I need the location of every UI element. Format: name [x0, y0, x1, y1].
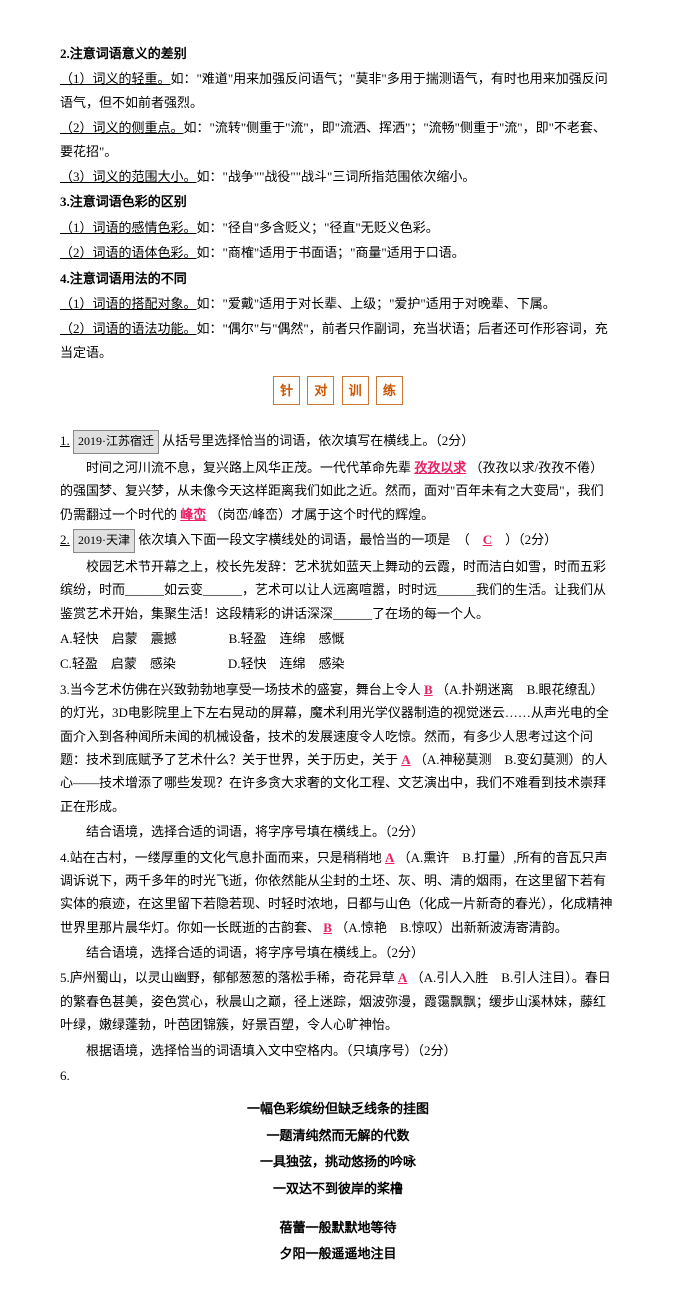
- question-5-tail: 根据语境，选择恰当的词语填入文中空格内。（只填序号）（2分）: [60, 1039, 616, 1062]
- box-char: 练: [376, 376, 403, 405]
- item-3-2: （2）词语的语体色彩。如："商榷"适用于书面语；"商量"适用于口语。: [60, 241, 616, 264]
- answer-blank: 孜孜以求: [414, 460, 466, 475]
- item-2-1: （1）词义的轻重。如："难道"用来加强反问语气；"莫非"多用于揣测语气，有时也用…: [60, 67, 616, 114]
- item-2-3: （3）词义的范围大小。如："战争""战役""战斗"三词所指范围依次缩小。: [60, 165, 616, 188]
- question-2-options-row2: C.轻盈 启蒙 感染 D.轻快 连绵 感染: [60, 652, 616, 675]
- answer-letter: C: [483, 532, 492, 547]
- answer-letter: A: [401, 752, 410, 767]
- answer-letter: B: [323, 920, 332, 935]
- answer-letter: A: [398, 970, 407, 985]
- question-2-options-row1: A.轻快 启蒙 震撼 B.轻盈 连绵 感慨: [60, 627, 616, 650]
- box-char: 训: [342, 376, 369, 405]
- question-4: 4.站在古村，一缕厚重的文化气息扑面而来，只是稍稍地 A （A.熏许 B.打量）…: [60, 846, 616, 940]
- poem-line: 一幅色彩缤纷但缺乏线条的挂图: [60, 1097, 616, 1120]
- item-4-1: （1）词语的搭配对象。如："爱戴"适用于对长辈、上级；"爱护"适用于对晚辈、下属…: [60, 292, 616, 315]
- item-4-2: （2）词语的语法功能。如："偶尔"与"偶然"，前者只作副词，充当状语；后者还可作…: [60, 317, 616, 364]
- poem-line: 一具独弦，挑动悠扬的吟咏: [60, 1150, 616, 1173]
- section-divider-box: 针 对 训 练: [60, 376, 616, 405]
- item-2-2: （2）词义的侧重点。如："流转"侧重于"流"，即"流洒、挥洒"；"流畅"侧重于"…: [60, 116, 616, 163]
- poem-line: 蓓蕾一般默默地等待: [60, 1216, 616, 1239]
- answer-letter: B: [424, 682, 433, 697]
- poem-block: 一幅色彩缤纷但缺乏线条的挂图 一题清纯然而无解的代数 一具独弦，挑动悠扬的吟咏 …: [60, 1097, 616, 1265]
- source-tag: 2019·天津: [73, 529, 135, 553]
- heading-2: 2.注意词语意义的差别: [60, 42, 616, 65]
- question-2-para: 校园艺术节开幕之上，校长先发辞：艺术犹如蓝天上舞动的云霞，时而洁白如雪，时而五彩…: [60, 555, 616, 625]
- heading-3: 3.注意词语色彩的区别: [60, 190, 616, 213]
- source-tag: 2019·江苏宿迁: [73, 430, 159, 454]
- poem-line: 一题清纯然而无解的代数: [60, 1124, 616, 1147]
- question-5: 5.庐州蜀山，以灵山幽野，郁郁葱葱的落松手稀，奇花异草 A （A.引人入胜 B.…: [60, 966, 616, 1036]
- question-3-tail: 结合语境，选择合适的词语，将字序号填在横线上。（2分）: [60, 820, 616, 843]
- box-char: 对: [307, 376, 334, 405]
- question-1-stem: 1. 2019·江苏宿迁 从括号里选择恰当的词语，依次填写在横线上。（2分）: [60, 429, 616, 454]
- poem-line: 夕阳一般遥遥地注目: [60, 1242, 616, 1265]
- question-2-stem: 2. 2019·天津 依次填入下面一段文字横线处的词语，最恰当的一项是 （ C …: [60, 528, 616, 553]
- answer-letter: A: [385, 850, 394, 865]
- box-char: 针: [273, 376, 300, 405]
- question-6-num: 6.: [60, 1064, 616, 1087]
- heading-4: 4.注意词语用法的不同: [60, 267, 616, 290]
- question-1-body: 时间之河川流不息，复兴路上风华正茂。一代代革命先辈 孜孜以求 （孜孜以求/孜孜不…: [60, 456, 616, 526]
- poem-line: 一双达不到彼岸的桨橹: [60, 1177, 616, 1200]
- item-3-1: （1）词语的感情色彩。如："径自"多含贬义；"径直"无贬义色彩。: [60, 216, 616, 239]
- question-3: 3.当今艺术仿佛在兴致勃勃地享受一场技术的盛宴，舞台上令人 B （A.扑朔迷离 …: [60, 678, 616, 818]
- answer-blank: 峰峦: [180, 507, 206, 522]
- question-4-tail: 结合语境，选择合适的词语，将字序号填在横线上。（2分）: [60, 941, 616, 964]
